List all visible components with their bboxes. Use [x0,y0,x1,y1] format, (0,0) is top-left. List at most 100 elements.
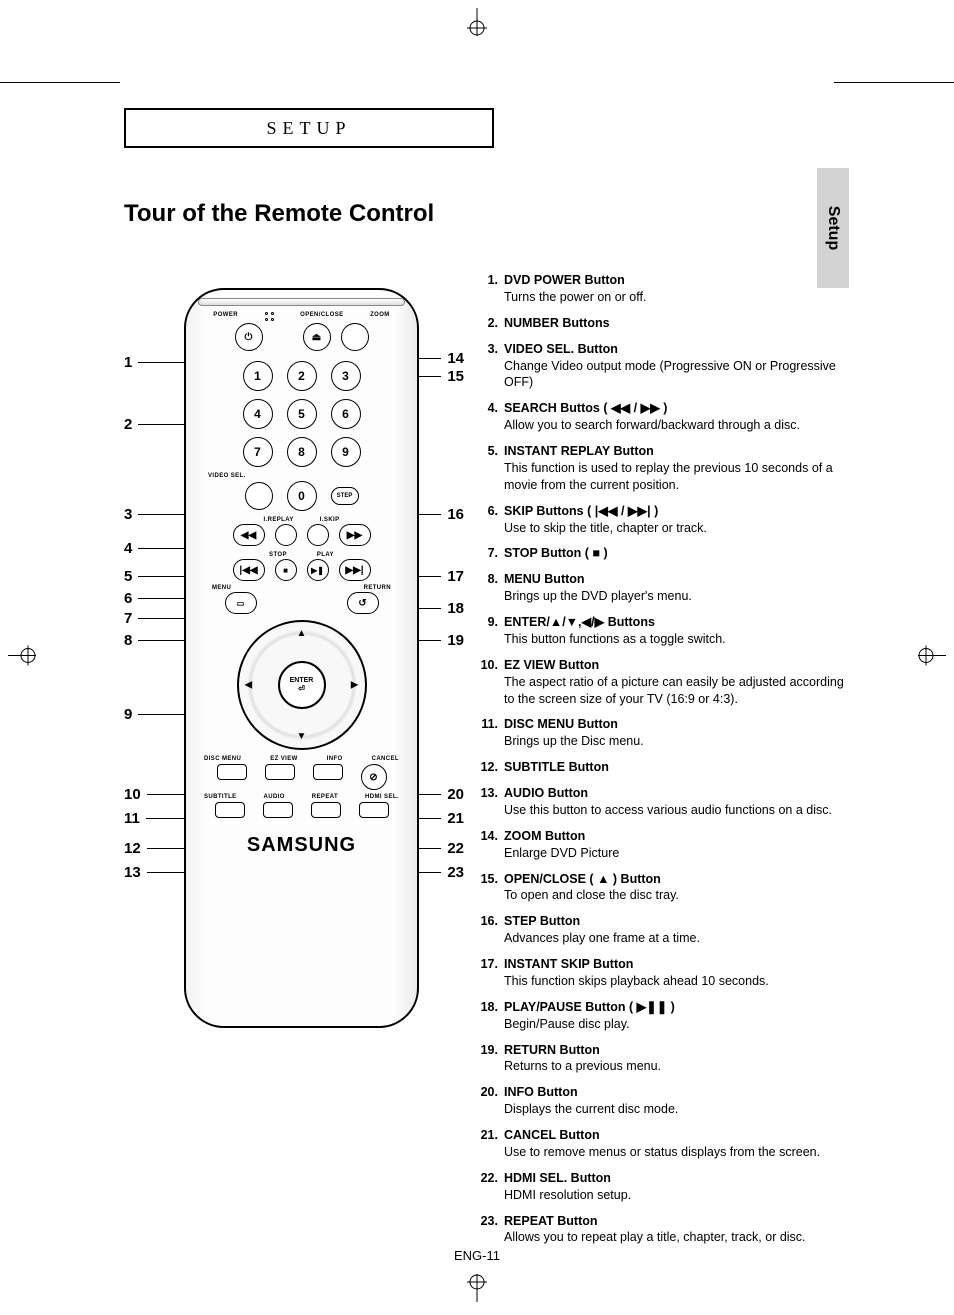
desc-item-13: 13.AUDIO ButtonUse this button to access… [478,785,848,819]
num-5-button[interactable]: 5 [287,399,317,429]
desc-item-11: 11.DISC MENU ButtonBrings up the Disc me… [478,716,848,750]
return-button[interactable]: ↺ [347,592,379,614]
desc-title: DISC MENU Button [504,717,618,731]
desc-title: CANCEL Button [504,1128,600,1142]
callout-7: 7 [124,610,186,627]
num-3-button[interactable]: 3 [331,361,361,391]
callout-9: 9 [124,706,186,723]
step-button[interactable]: STEP [331,487,359,505]
desc-title: ZOOM Button [504,829,585,843]
num-9-button[interactable]: 9 [331,437,361,467]
desc-item-16: 16.STEP ButtonAdvances play one frame at… [478,913,848,947]
play-pause-button[interactable]: ▶❚ [307,559,329,581]
audio-button[interactable] [263,802,293,818]
desc-title: AUDIO Button [504,786,588,800]
hdmi-sel-button[interactable] [359,802,389,818]
desc-title: EZ VIEW Button [504,658,599,672]
desc-title: NUMBER Buttons [504,316,610,330]
cancel-button[interactable]: ⊘ [361,764,387,790]
label-video-sel: VIDEO SEL. [208,473,246,479]
side-tab-text: Setup [824,206,842,250]
rewind-button[interactable]: ◀◀ [233,524,265,546]
desc-title: SEARCH Buttos [504,401,603,415]
zoom-button[interactable] [341,323,369,351]
section-header-box: SETUP [124,108,494,148]
desc-item-21: 21.CANCEL ButtonUse to remove menus or s… [478,1127,848,1161]
instant-skip-button[interactable] [307,524,329,546]
dpad-left[interactable]: ◀ [245,680,253,691]
menu-button[interactable]: ▭ [225,592,257,614]
video-sel-button[interactable] [245,482,273,510]
desc-title: INSTANT SKIP Button [504,957,633,971]
instant-replay-button[interactable] [275,524,297,546]
skip-fwd-button[interactable]: ▶▶| [339,559,371,581]
desc-num: 6. [478,503,504,537]
desc-title: DVD POWER Button [504,273,625,287]
desc-item-6: 6.SKIP Buttons ( |◀◀ / ▶▶| )Use to skip … [478,503,848,537]
desc-item-18: 18.PLAY/PAUSE Button ( ▶❚❚ )Begin/Pause … [478,999,848,1033]
desc-num: 22. [478,1170,504,1204]
callout-12: 12 [124,840,191,857]
crop-mark-top [462,8,492,41]
skip-back-button[interactable]: |◀◀ [233,559,265,581]
callout-1: 1 [124,354,186,371]
num-8-button[interactable]: 8 [287,437,317,467]
desc-item-9: 9.ENTER/▲/▼,◀/▶ ButtonsThis button funct… [478,614,848,648]
dpad-up[interactable]: ▲ [297,628,307,639]
num-1-button[interactable]: 1 [243,361,273,391]
desc-num: 4. [478,400,504,434]
crop-mark-bottom [462,1274,492,1307]
fastforward-button[interactable]: ▶▶ [339,524,371,546]
label-power: POWER [213,312,238,321]
label-ez-view: EZ VIEW [270,756,297,762]
desc-num: 20. [478,1084,504,1118]
info-button[interactable] [313,764,343,780]
remote-ir-window [198,298,405,306]
callout-5: 5 [124,568,186,585]
desc-title: OPEN/CLOSE ( ▲ ) Button [504,872,661,886]
label-zoom: ZOOM [370,312,390,321]
desc-item-4: 4.SEARCH Buttos ( ◀◀ / ▶▶ )Allow you to … [478,400,848,434]
desc-title: ENTER/▲/▼,◀/▶ Buttons [504,615,655,629]
num-0-button[interactable]: 0 [287,481,317,511]
num-4-button[interactable]: 4 [243,399,273,429]
label-info: INFO [327,756,343,762]
desc-title: HDMI SEL. Button [504,1171,611,1185]
desc-num: 15. [478,871,504,905]
desc-item-20: 20.INFO ButtonDisplays the current disc … [478,1084,848,1118]
enter-button[interactable]: ENTER ⏎ [278,661,326,709]
desc-num: 3. [478,341,504,392]
trim-line-right [834,82,954,83]
repeat-button[interactable] [311,802,341,818]
num-6-button[interactable]: 6 [331,399,361,429]
desc-item-22: 22.HDMI SEL. ButtonHDMI resolution setup… [478,1170,848,1204]
desc-num: 9. [478,614,504,648]
label-menu: MENU [212,585,231,591]
open-close-button[interactable]: ⏏ [303,323,331,351]
desc-title: SKIP Buttons [504,504,587,518]
num-2-button[interactable]: 2 [287,361,317,391]
desc-item-15: 15.OPEN/CLOSE ( ▲ ) ButtonTo open and cl… [478,871,848,905]
label-open-close: OPEN/CLOSE [300,312,343,321]
label-play: PLAY [317,552,334,558]
crop-mark-right [918,640,946,675]
desc-num: 16. [478,913,504,947]
desc-num: 2. [478,315,504,332]
desc-num: 17. [478,956,504,990]
description-list: 1.DVD POWER ButtonTurns the power on or … [478,272,848,1255]
desc-title: SUBTITLE Button [504,760,609,774]
label-stop: STOP [269,552,287,558]
label-ireplay: I.REPLAY [263,517,293,523]
power-button[interactable]: ⏻ [235,323,263,351]
callout-11: 11 [124,810,190,827]
num-7-button[interactable]: 7 [243,437,273,467]
disc-menu-button[interactable] [217,764,247,780]
desc-title: PLAY/PAUSE Button [504,1000,629,1014]
label-disc-menu: DISC MENU [204,756,241,762]
dpad-right[interactable]: ▶ [351,680,359,691]
dpad-down[interactable]: ▼ [297,731,307,742]
side-tab: Setup [817,168,849,288]
stop-button[interactable]: ■ [275,559,297,581]
subtitle-button[interactable] [215,802,245,818]
ez-view-button[interactable] [265,764,295,780]
